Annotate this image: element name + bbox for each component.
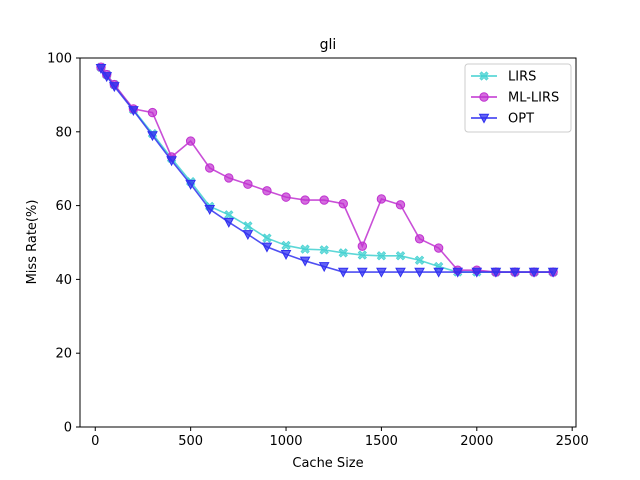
data-point-opt (547, 267, 559, 278)
data-point-ml-lirs (357, 241, 368, 251)
data-point-opt (433, 267, 444, 278)
data-point-opt (452, 267, 464, 278)
data-point-opt (471, 267, 483, 278)
y-axis-label: Miss Rate(%) (25, 200, 40, 285)
legend-marker-ml-lirs (479, 92, 489, 102)
x-tick-label: 1000 (269, 434, 302, 449)
data-point-ml-lirs (224, 173, 234, 183)
data-point-ml-lirs (300, 195, 310, 205)
chart-title: gli (320, 37, 337, 53)
data-point-opt (357, 267, 368, 278)
data-point-lirs (262, 233, 272, 243)
x-tick-label: 2500 (556, 434, 589, 449)
data-point-lirs (357, 250, 367, 260)
data-point-opt (490, 267, 502, 278)
data-point-opt (299, 256, 311, 267)
legend-marker-lirs (479, 71, 489, 81)
legend-marker-opt (478, 113, 490, 124)
data-point-opt (280, 250, 292, 260)
data-point-ml-lirs (147, 107, 158, 118)
data-point-opt (147, 131, 158, 142)
data-point-opt (414, 267, 425, 278)
x-tick-label: 500 (178, 434, 203, 449)
data-point-ml-lirs (243, 179, 253, 189)
data-point-opt (109, 82, 120, 93)
y-tick-label: 60 (55, 199, 72, 214)
y-tick-label: 20 (55, 347, 72, 362)
x-axis: 0 500 1000 1500 2000 2500 (91, 427, 589, 449)
data-point-opt (101, 72, 113, 83)
legend: LIRS ML-LIRS OPT (464, 63, 572, 133)
data-point-opt (337, 267, 349, 278)
axes-frame (79, 57, 577, 428)
data-point-opt (318, 262, 330, 273)
data-point-opt (509, 267, 521, 278)
data-point-opt (376, 267, 387, 278)
data-point-lirs (243, 221, 253, 231)
data-point-opt (261, 242, 273, 253)
x-axis-label: Cache Size (292, 456, 363, 471)
data-point-lirs (319, 245, 329, 255)
data-point-lirs (414, 255, 425, 265)
y-tick-label: 80 (55, 125, 72, 140)
data-point-lirs (338, 248, 348, 258)
legend-label-opt: OPT (508, 112, 534, 127)
data-point-ml-lirs (262, 186, 272, 196)
data-point-ml-lirs (338, 199, 348, 209)
legend-label-ml-lirs: ML-LIRS (508, 91, 559, 106)
data-point-opt (128, 106, 139, 117)
data-point-opt (223, 217, 235, 228)
data-point-ml-lirs (433, 243, 444, 253)
data-point-ml-lirs (281, 192, 291, 202)
data-point-lirs (376, 251, 387, 261)
legend-box (464, 63, 572, 133)
data-point-opt (528, 267, 540, 278)
data-point-ml-lirs (414, 234, 425, 244)
data-point-lirs (224, 210, 234, 220)
data-point-opt (242, 230, 254, 241)
plot-area (95, 62, 559, 278)
data-point-ml-lirs (319, 195, 329, 205)
data-point-lirs (281, 240, 291, 251)
data-point-lirs (395, 251, 406, 261)
data-point-ml-lirs (376, 194, 387, 204)
legend-label-lirs: LIRS (508, 70, 536, 85)
data-point-opt (95, 64, 107, 74)
series-opt (95, 64, 559, 278)
data-point-lirs (300, 244, 310, 254)
y-tick-label: 0 (64, 421, 72, 436)
data-point-ml-lirs (395, 200, 406, 210)
data-point-opt (185, 179, 196, 190)
y-axis: 0 20 40 60 80 100 (47, 52, 80, 436)
x-tick-label: 0 (91, 434, 99, 449)
data-point-opt (395, 267, 406, 278)
data-point-ml-lirs (205, 163, 215, 173)
data-point-opt (166, 156, 177, 167)
data-point-opt (204, 204, 216, 215)
data-point-ml-lirs (185, 136, 196, 146)
series-line-opt (100, 67, 554, 273)
x-tick-label: 1500 (365, 434, 398, 449)
y-tick-label: 40 (55, 273, 72, 288)
x-tick-label: 2000 (460, 434, 493, 449)
y-tick-label: 100 (47, 52, 72, 67)
